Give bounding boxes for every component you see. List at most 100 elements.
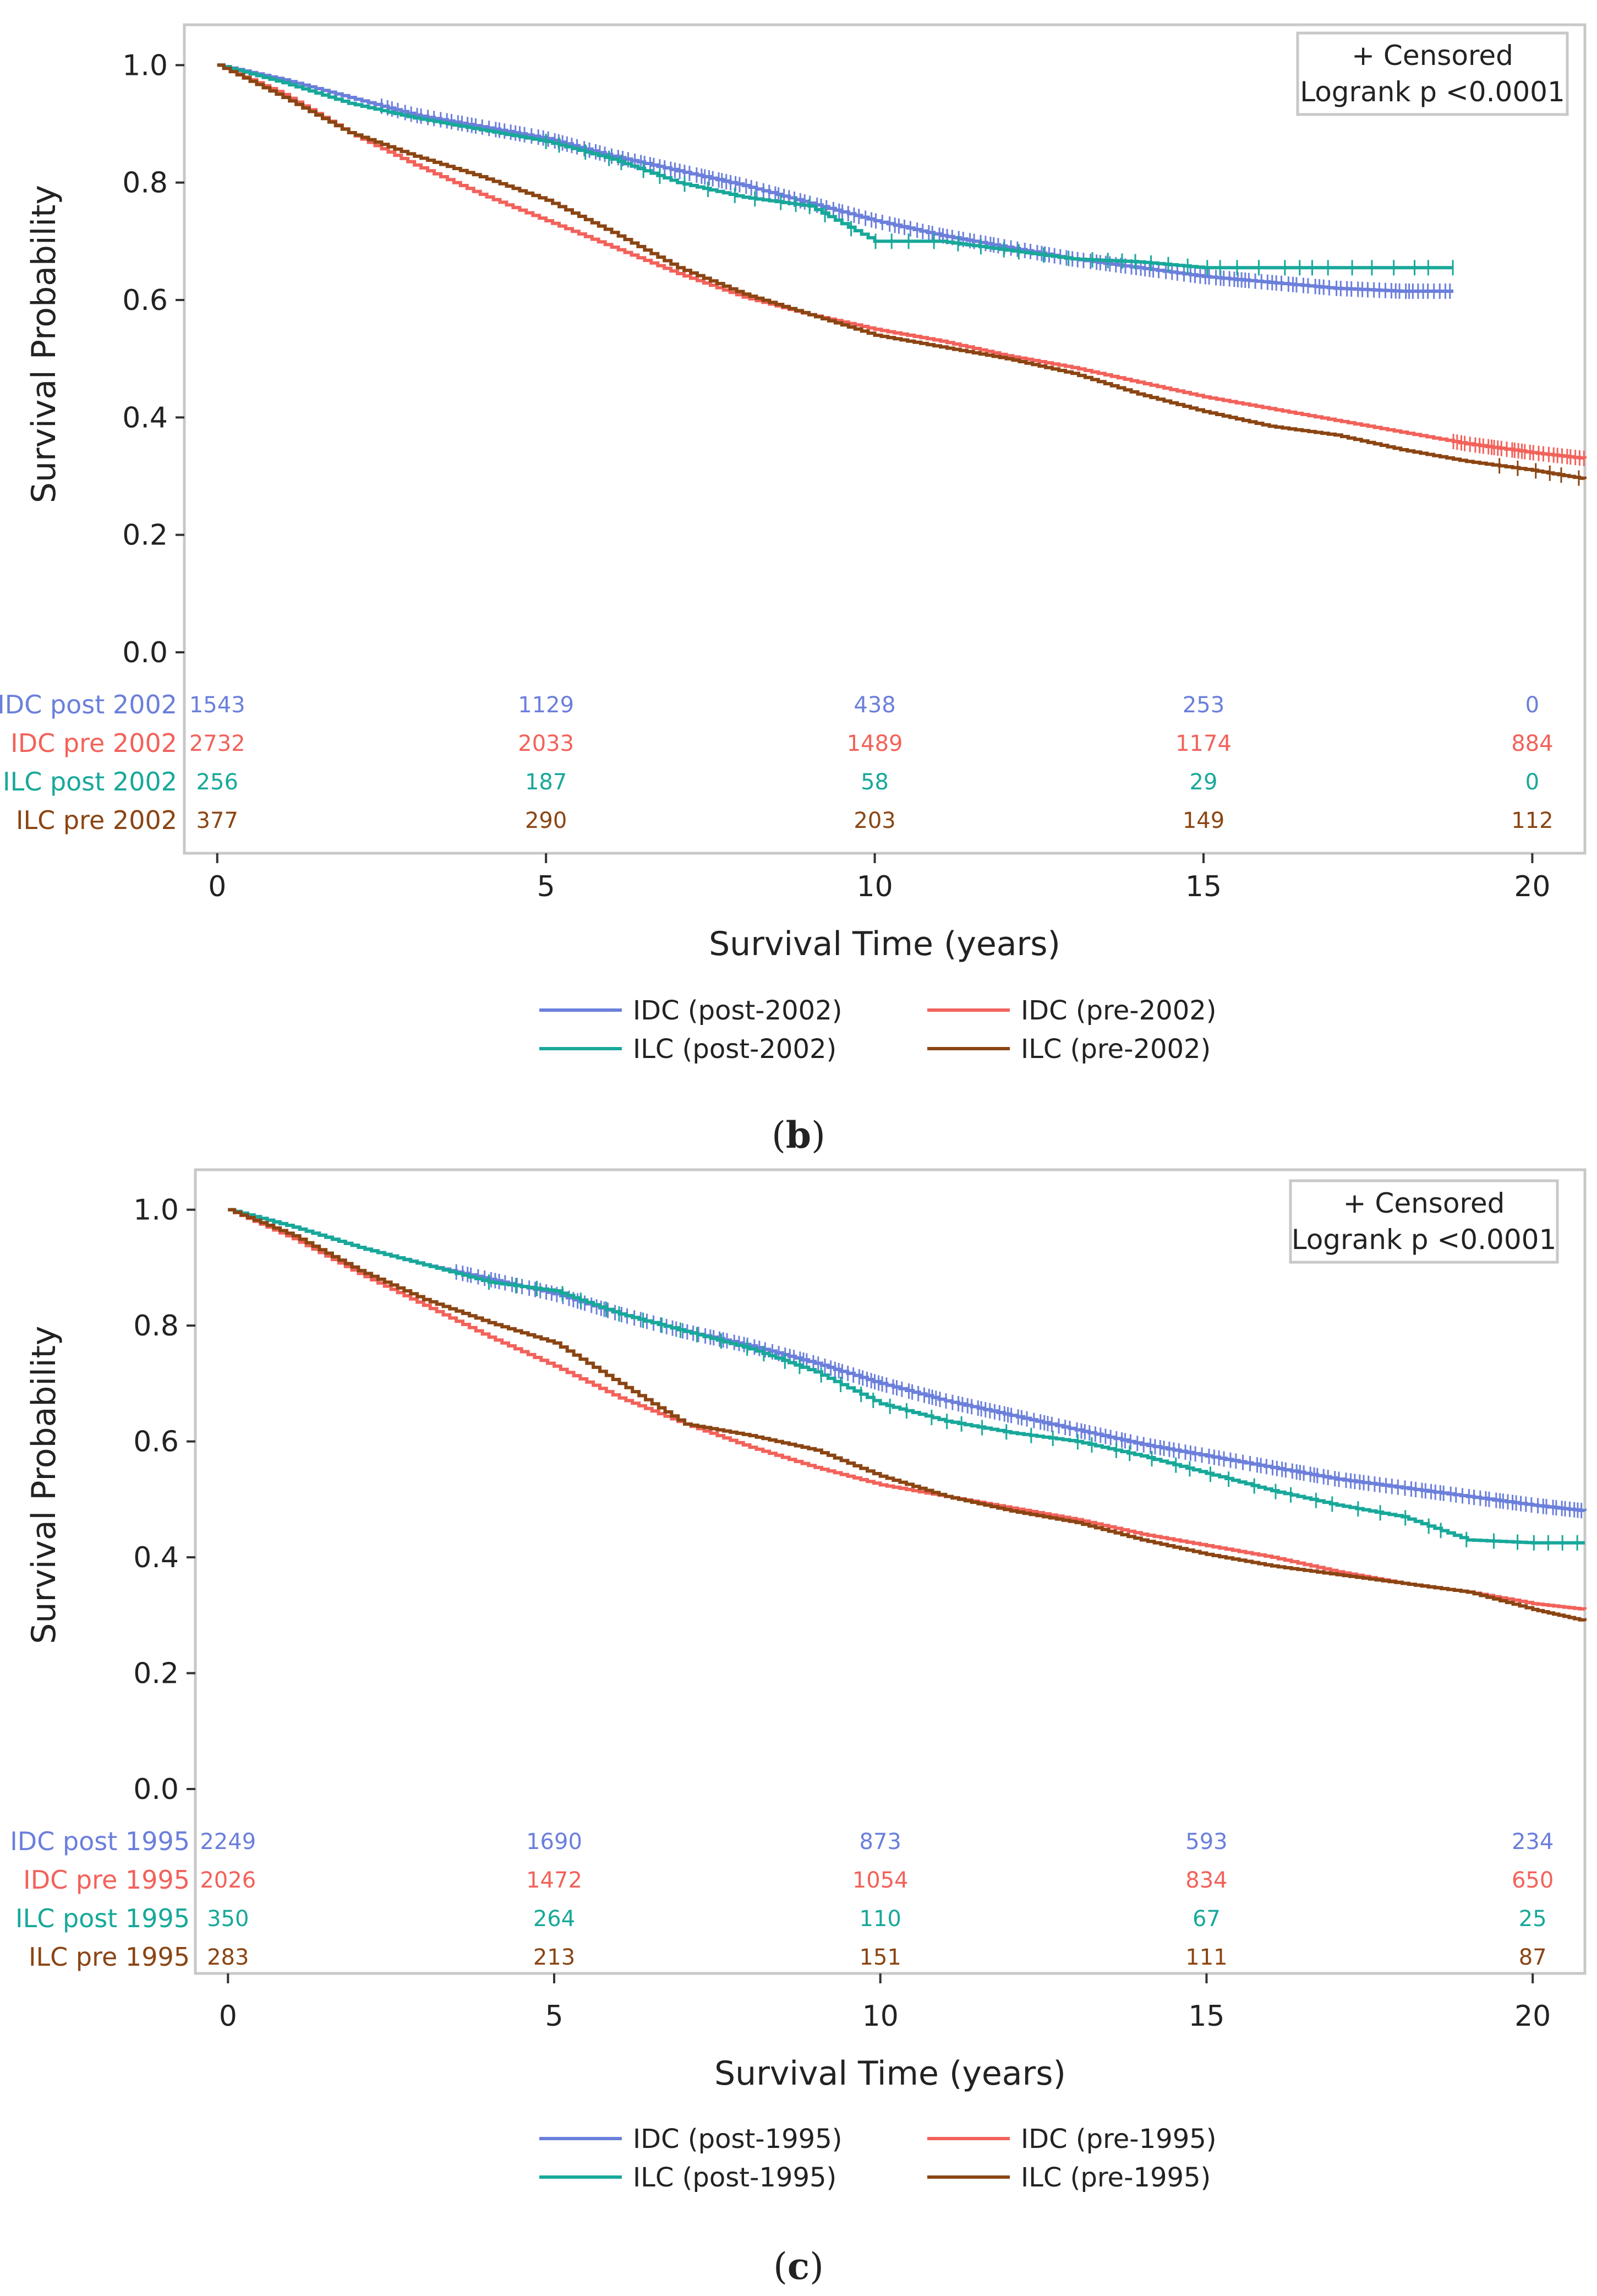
series-ilc-post-1995 (228, 1208, 1585, 1551)
plot-frame (194, 1168, 1587, 1975)
legend-label: IDC (pre-2002) (1021, 995, 1217, 1026)
y-axis-label: Survival Probability (25, 185, 63, 503)
series-ilc-post-2002 (217, 63, 1454, 276)
x-tick-label: 10 (856, 870, 893, 903)
risk-count: 87 (1519, 1945, 1547, 1970)
inset-box (1296, 31, 1569, 116)
risk-count: 1054 (852, 1868, 909, 1893)
y-tick-label: 0.4 (133, 1541, 179, 1574)
risk-row-label: IDC post 1995 (10, 1826, 190, 1856)
risk-count: 593 (1185, 1829, 1227, 1855)
risk-count: 29 (1190, 770, 1218, 795)
legend-item: IDC (post-1995) (539, 2124, 842, 2155)
x-axis-label: Survival Time (years) (714, 2054, 1066, 2093)
survival-curve (217, 63, 1453, 270)
risk-count: 1472 (526, 1868, 582, 1893)
x-tick-label: 15 (1188, 2000, 1224, 2033)
y-tick-label: 0.6 (133, 1426, 179, 1459)
risk-count: 1690 (526, 1829, 582, 1855)
risk-count: 111 (1185, 1945, 1227, 1970)
risk-count: 350 (207, 1906, 249, 1932)
y-tick-label: 0.8 (133, 1310, 179, 1343)
survival-curve (217, 63, 1587, 480)
risk-count: 2026 (200, 1868, 256, 1893)
inset-censored-label: + Censored (1352, 40, 1513, 72)
survival-curve (228, 1208, 1585, 1545)
legend-label: ILC (post-2002) (633, 1034, 836, 1065)
panel-caption: (b) (772, 1114, 825, 1157)
risk-count: 234 (1512, 1829, 1554, 1855)
legend-label: ILC (post-1995) (633, 2162, 836, 2193)
panel-caption: (c) (773, 2245, 824, 2288)
risk-count: 25 (1519, 1906, 1547, 1932)
risk-count: 253 (1183, 692, 1224, 718)
legend-item: ILC (post-1995) (539, 2162, 836, 2193)
risk-count: 1489 (847, 731, 903, 756)
x-tick-label: 0 (219, 2000, 237, 2033)
chart-panel-b: 0.0 0.2 0.4 0.6 0.8 1.0 0 5 10 15 20 Survival Time … (0, 23, 1587, 1157)
legend-label: ILC (pre-2002) (1021, 1034, 1211, 1065)
risk-count: 2249 (200, 1829, 256, 1855)
risk-count: 873 (860, 1829, 901, 1855)
y-tick-label: 0.4 (122, 401, 168, 434)
risk-row-label: ILC pre 1995 (29, 1942, 190, 1972)
y-tick-label: 0.0 (122, 636, 168, 669)
x-axis-label: Survival Time (years) (709, 925, 1060, 963)
risk-count: 1543 (189, 692, 245, 718)
risk-count: 0 (1525, 770, 1539, 795)
risk-count: 67 (1193, 1906, 1221, 1932)
survival-curve (217, 63, 1587, 460)
y-tick-label: 0.2 (122, 519, 168, 552)
x-tick-label: 0 (208, 870, 226, 903)
risk-count: 110 (860, 1906, 901, 1932)
risk-row-label: IDC post 2002 (0, 690, 177, 719)
legend-item: IDC (pre-2002) (927, 995, 1217, 1026)
risk-row-label: ILC pre 2002 (16, 805, 177, 835)
y-tick-label: 0.2 (133, 1657, 179, 1690)
risk-row-label: IDC pre 1995 (23, 1865, 190, 1895)
legend-label: IDC (post-1995) (633, 2124, 842, 2155)
y-tick-label: 0.6 (122, 284, 168, 317)
y-tick-label: 1.0 (122, 49, 168, 82)
x-tick-label: 5 (545, 2000, 563, 2033)
x-tick-label: 20 (1514, 870, 1550, 903)
survival-curve (217, 63, 1453, 293)
legend-label: ILC (pre-1995) (1021, 2162, 1211, 2193)
risk-count: 1129 (518, 692, 574, 718)
plot-frame (183, 23, 1587, 855)
series-idc-pre-2002 (217, 63, 1587, 466)
risk-row-label: IDC pre 2002 (10, 728, 177, 758)
risk-count: 283 (207, 1945, 249, 1970)
risk-count: 203 (854, 808, 895, 833)
inset-logrank-label: Logrank p <0.0001 (1300, 76, 1565, 108)
y-tick-label: 0.0 (133, 1773, 179, 1806)
legend-item: ILC (post-2002) (539, 1034, 836, 1065)
x-tick-label: 5 (537, 870, 555, 903)
risk-row-label: ILC post 1995 (15, 1904, 190, 1933)
legend-item: IDC (pre-1995) (927, 2124, 1217, 2155)
y-tick-label: 0.8 (122, 167, 168, 200)
risk-count: 834 (1185, 1868, 1227, 1893)
risk-count: 2033 (518, 731, 574, 756)
risk-count: 650 (1512, 1868, 1554, 1893)
x-tick-label: 15 (1185, 870, 1222, 903)
legend-label: IDC (pre-1995) (1021, 2124, 1217, 2155)
x-tick-label: 10 (862, 2000, 899, 2033)
x-tick-label: 20 (1514, 2000, 1551, 2033)
legend-item: ILC (pre-2002) (927, 1034, 1211, 1065)
inset-logrank-label: Logrank p <0.0001 (1292, 1224, 1557, 1256)
risk-count: 2732 (189, 731, 245, 756)
series-ilc-pre-2002 (217, 63, 1587, 486)
risk-count: 149 (1183, 808, 1224, 833)
risk-count: 290 (525, 808, 567, 833)
survival-curve (228, 1208, 1587, 1622)
inset-censored-label: + Censored (1343, 1187, 1505, 1219)
risk-count: 187 (525, 770, 567, 795)
chart-panel-c: 0.0 0.2 0.4 0.6 0.8 1.0 0 5 10 15 20 Survival Time … (10, 1168, 1587, 2288)
legend-item: IDC (post-2002) (539, 995, 842, 1026)
risk-count: 884 (1511, 731, 1553, 756)
y-axis-label: Survival Probability (25, 1326, 63, 1644)
series-ilc-pre-1995 (228, 1208, 1587, 1622)
risk-row-label: ILC post 2002 (3, 767, 177, 797)
